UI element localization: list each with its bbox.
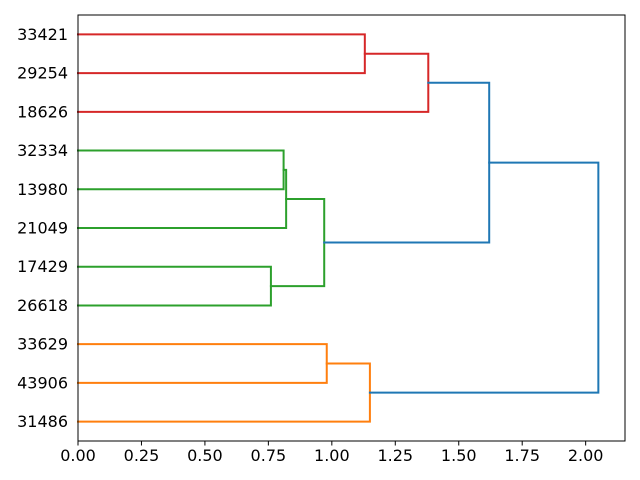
dendrogram-link [323,81,491,244]
x-tick-label: 1.50 [441,446,477,465]
x-tick-label: 0.75 [251,446,287,465]
leaf-label: 33421 [17,25,68,44]
leaf-label: 18626 [17,102,68,121]
dendrogram-link [77,33,366,75]
dendrogram-link [77,265,272,307]
leaf-label: 13980 [17,180,68,199]
dendrogram-link [368,161,600,394]
leaf-label: 43906 [17,373,68,392]
leaf-label: 26618 [17,296,68,315]
x-tick-label: 1.00 [314,446,350,465]
leaf-label: 17429 [17,257,68,276]
x-tick-label: 0.50 [187,446,223,465]
x-tick-label: 1.25 [377,446,413,465]
dendrogram-link [77,343,328,384]
x-tick-label: 2.00 [568,446,604,465]
leaf-label: 29254 [17,64,68,83]
leaf-label: 21049 [17,219,68,238]
x-tick-label: 1.75 [504,446,540,465]
leaf-label: 32334 [17,141,68,160]
dendrogram-link [269,197,326,288]
dendrogram-link [77,168,288,229]
leaf-label: 33629 [17,335,68,354]
plot-frame [77,14,626,442]
leaf-label: 31486 [17,412,68,431]
dendrogram-link [77,52,430,113]
dendrogram-link [77,149,285,191]
x-tick-label: 0.25 [124,446,160,465]
x-tick-label: 0.00 [60,446,96,465]
